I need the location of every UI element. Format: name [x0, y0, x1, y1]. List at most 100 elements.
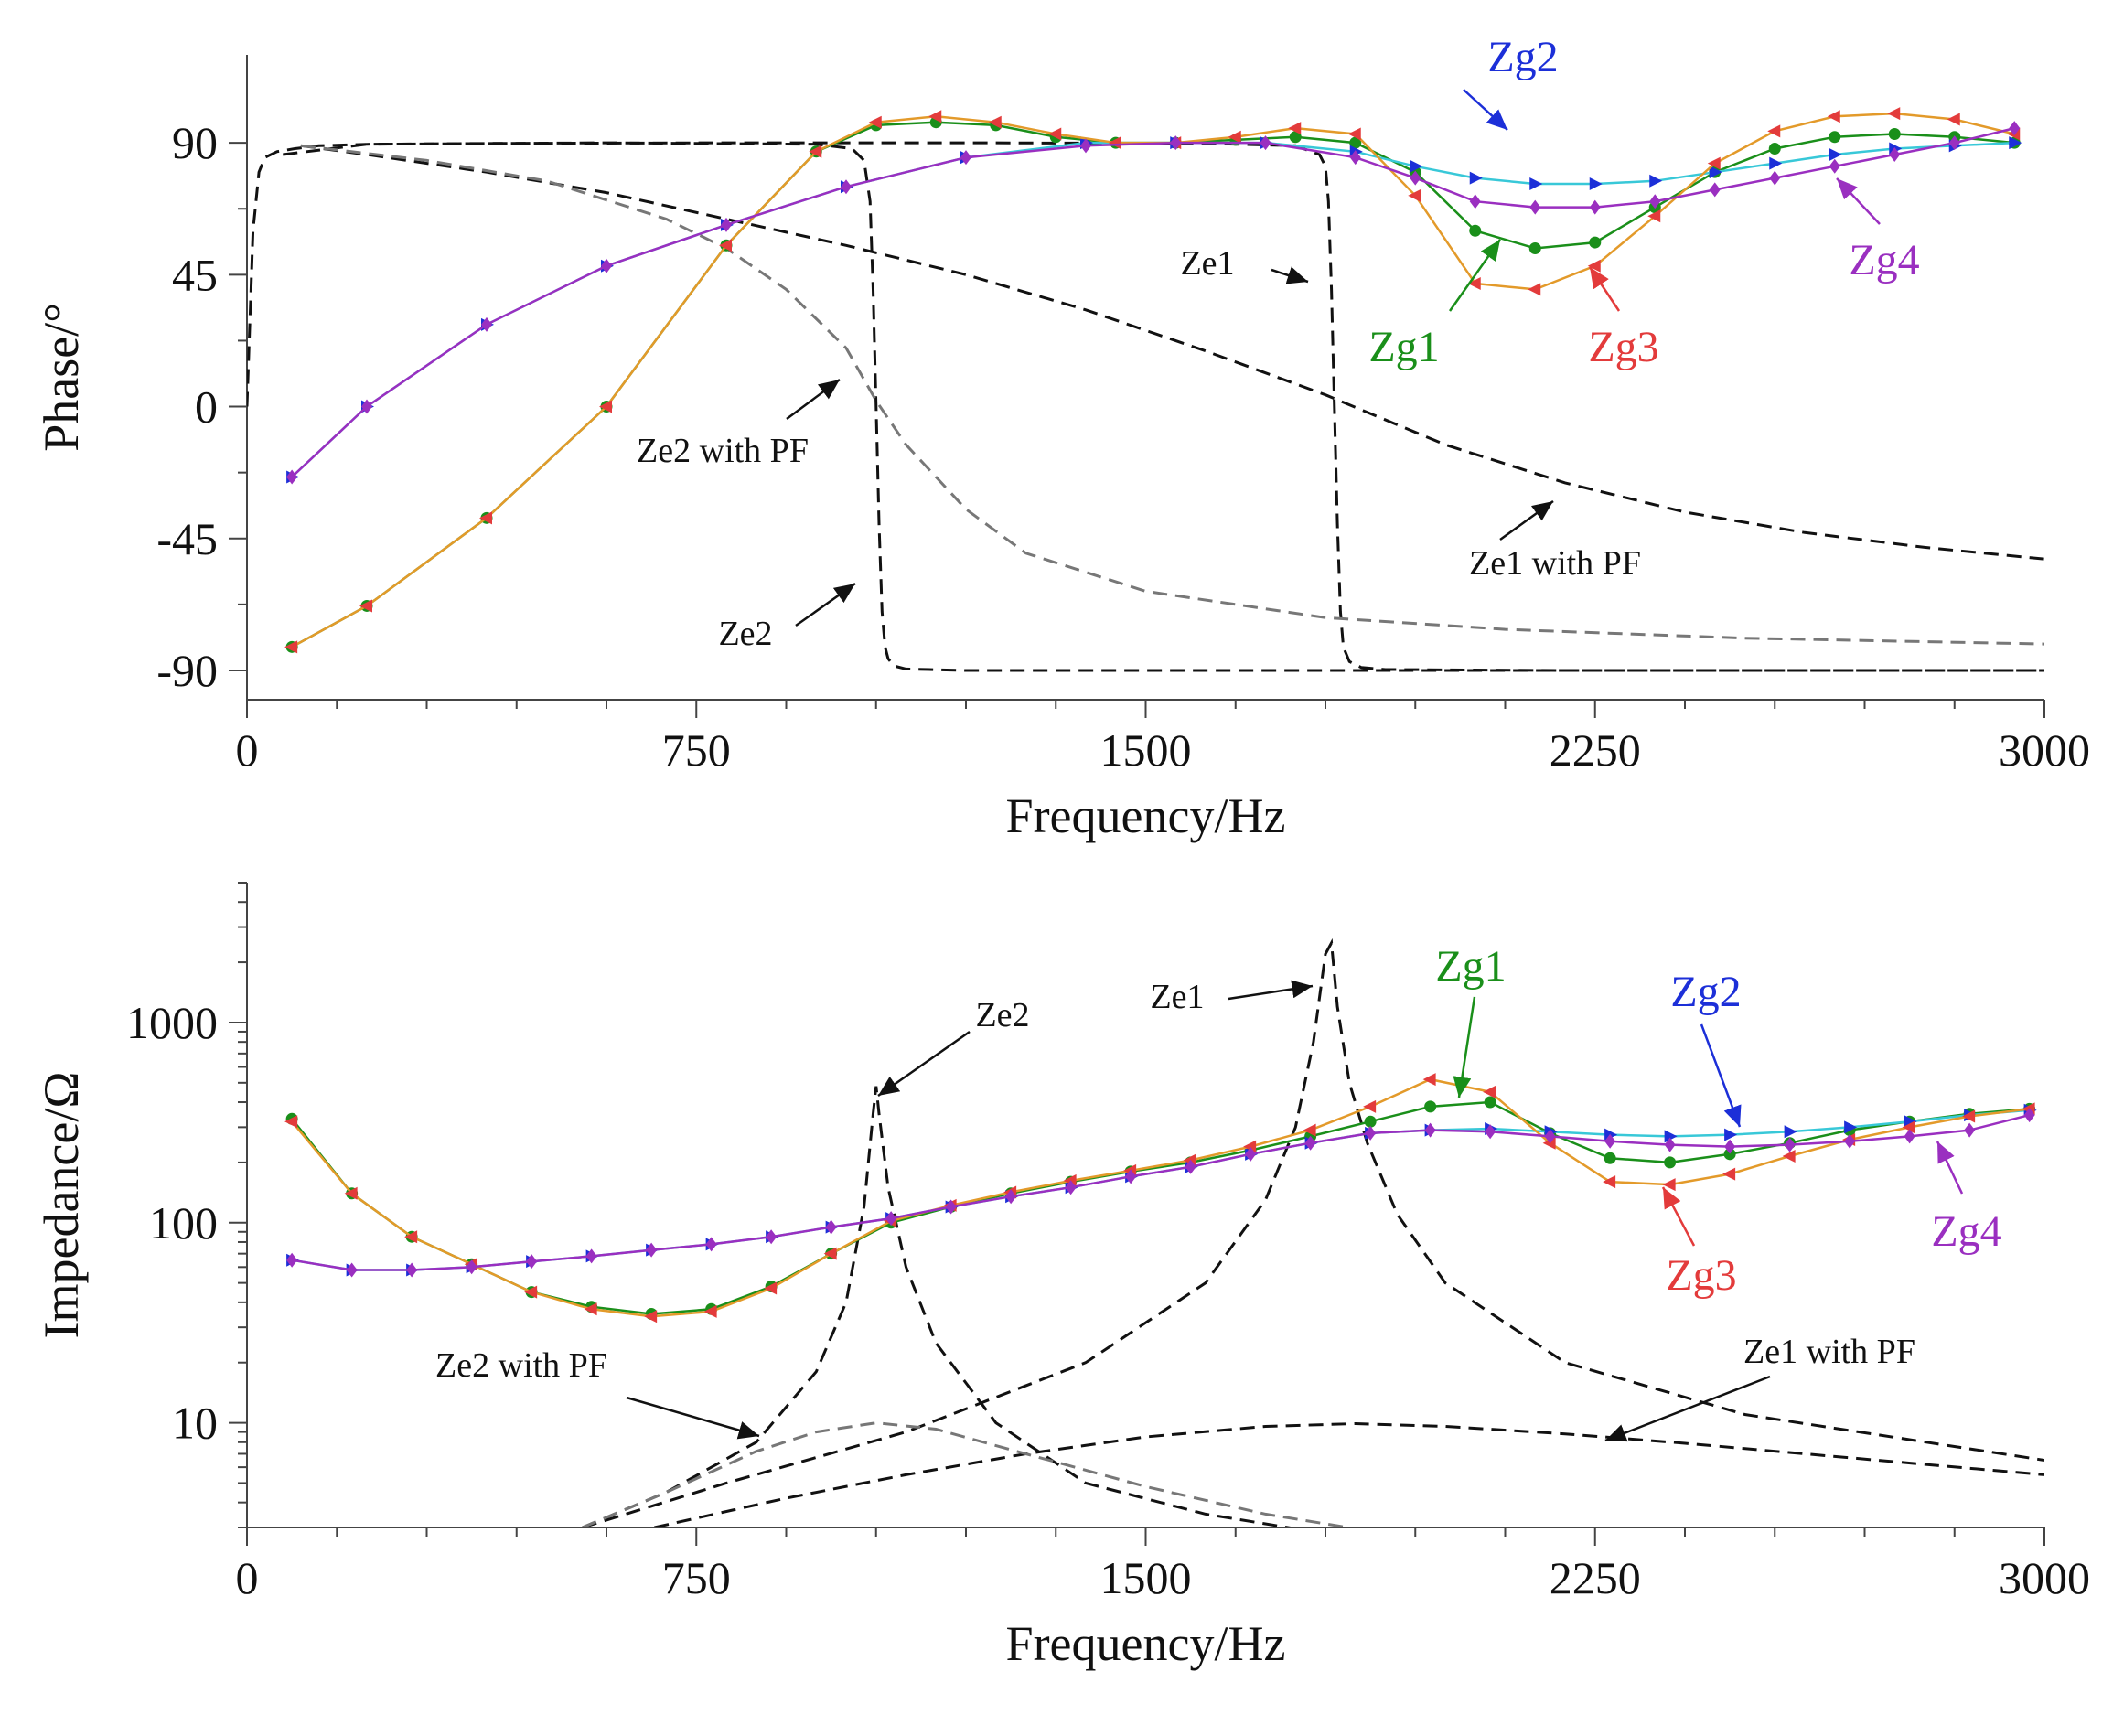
series-zg4-marker: [1769, 170, 1781, 186]
series-zg4-marker: [1844, 1133, 1856, 1149]
series-zg3-marker: [1108, 136, 1121, 150]
series-zg3-marker: [344, 1186, 358, 1200]
series-zg2-marker: [1784, 1125, 1797, 1139]
series-zg3-marker: [1782, 1150, 1796, 1163]
series-zg3-marker: [1048, 127, 1062, 141]
y-axis-title: Phase/°: [34, 303, 89, 452]
phase-axes: 0 750 1500 2250 3000 -90 -45 0 45 90 Frequency/Hz P…: [34, 55, 2090, 843]
x-tick-label: 0: [236, 1552, 259, 1603]
series-zg3-marker: [479, 511, 492, 525]
x-tick-label: 1500: [1100, 1552, 1192, 1603]
series-zg1-marker: [1424, 1100, 1437, 1113]
series-zg3-marker: [1303, 1123, 1316, 1137]
series-zg3-marker: [1767, 124, 1781, 138]
x-tick-label: 750: [662, 724, 731, 776]
series-zg3-marker: [764, 1281, 778, 1295]
annotation-arrow: [1836, 177, 1881, 225]
impedance-axes: 0 750 1500 2250 3000 10 100 1000 Frequency/Hz Imp…: [34, 882, 2090, 1671]
series-zg4-marker: [1469, 194, 1481, 209]
y-tick-label: 1000: [126, 997, 218, 1048]
annotation-arrow: [877, 1030, 971, 1098]
series-zg3-marker: [1422, 1073, 1436, 1087]
annotation-arrow: [795, 582, 856, 627]
series-zg4-marker: [1948, 135, 1960, 151]
series-zg2-line: [291, 141, 2015, 478]
series-ze2-with-pf-line: [582, 1421, 1357, 1527]
series-zg3-marker: [1887, 107, 1901, 121]
series-zg1-marker: [1589, 236, 1602, 249]
series-zg3-marker: [284, 1115, 298, 1129]
y-tick-label: -45: [156, 513, 218, 564]
annotation-label: Ze1: [1150, 978, 1204, 1016]
series-zg2-marker: [1829, 147, 1842, 161]
x-tick-label: 1500: [1100, 724, 1192, 776]
series-zg3-marker: [988, 115, 1002, 129]
y-tick-label: 90: [172, 117, 218, 168]
series-zg3-marker: [868, 115, 882, 129]
series-zg1-marker: [1484, 1096, 1496, 1109]
series-zg3-marker: [1827, 110, 1840, 123]
annotation-label: Ze1 with PF: [1469, 544, 1641, 583]
annotation-arrow: [1228, 980, 1314, 1001]
series-zg4-marker: [2009, 121, 2021, 136]
x-tick-label: 2250: [1550, 724, 1641, 776]
series-zg3-marker: [524, 1285, 538, 1299]
series-zg3-marker: [584, 1302, 597, 1316]
phase-series: [247, 107, 2044, 672]
series-zg4-marker: [466, 1259, 477, 1275]
series-ze1-with-pf-line: [300, 144, 2044, 561]
series-zg3-marker: [359, 599, 372, 613]
series-zg3-marker: [1902, 1120, 1915, 1134]
x-tick-label: 3000: [1999, 724, 2090, 776]
annotation-label: Ze1 with PF: [1743, 1333, 1915, 1371]
series-zg1-marker: [1723, 1148, 1736, 1161]
phase-annotations: Zg2 Ze1 Zg4 Zg1 Zg3 Ze2 with PF Ze1 with PF Ze2: [637, 33, 1920, 653]
series-zg2-marker: [1724, 1128, 1738, 1141]
series-ze1-with-pf-line: [654, 1421, 2044, 1527]
series-zg1-marker: [1829, 131, 1841, 144]
series-zg4-marker: [601, 258, 612, 273]
series-zg4-marker: [1604, 1133, 1616, 1149]
x-axis-title: Frequency/Hz: [1006, 788, 1286, 843]
series-zg3-line: [291, 112, 2015, 648]
series-zg3-marker: [1603, 1175, 1616, 1189]
series-zg4-marker: [1664, 1137, 1676, 1152]
series-zg1-marker: [1469, 224, 1482, 237]
series-zg4-marker: [1424, 1122, 1436, 1138]
series-zg1-line: [291, 121, 2015, 648]
series-zg3-marker: [928, 110, 942, 123]
series-zg4-marker: [1349, 150, 1361, 166]
annotation-arrow: [1463, 89, 1508, 131]
series-zg4-marker: [526, 1254, 538, 1270]
series-zg3-marker: [1722, 1167, 1736, 1181]
series-zg4-line: [291, 126, 2015, 478]
series-zg2-marker: [1410, 159, 1423, 173]
annotation-arrow: [1271, 266, 1309, 284]
series-zg4-line: [291, 1113, 2030, 1271]
series-ze1-line: [582, 938, 2044, 1527]
series-zg3-line: [291, 1077, 2030, 1318]
annotation-label: Zg4: [1849, 236, 1919, 284]
series-zg3-marker: [1288, 122, 1302, 135]
y-tick-label: 0: [195, 381, 218, 433]
series-ze2-line: [283, 141, 2044, 672]
series-zg4-marker: [406, 1262, 418, 1278]
series-zg2-marker: [1649, 174, 1663, 188]
series-zg1-marker: [1289, 131, 1302, 144]
series-zg4-marker: [481, 316, 492, 332]
series-zg4-marker: [1410, 170, 1421, 186]
series-zg4-marker: [1784, 1137, 1796, 1152]
series-zg4-marker: [1365, 1125, 1377, 1141]
series-zg4-marker: [1185, 1159, 1196, 1174]
series-zg2-marker: [1769, 156, 1783, 170]
impedance-annotations: Zg1 Ze1 Ze2 Zg2 Zg4 Zg3 Ze2 with PF Ze1 with PF: [435, 942, 2002, 1442]
x-tick-label: 2250: [1550, 1552, 1641, 1603]
y-tick-label: -90: [156, 645, 218, 696]
x-tick-label: 3000: [1999, 1552, 2090, 1603]
series-zg3-marker: [1363, 1099, 1377, 1113]
series-zg4-marker: [1080, 138, 1091, 154]
series-ze2-line: [582, 1086, 1297, 1527]
y-tick-label: 45: [172, 249, 218, 300]
y-tick-label: 10: [172, 1398, 218, 1449]
